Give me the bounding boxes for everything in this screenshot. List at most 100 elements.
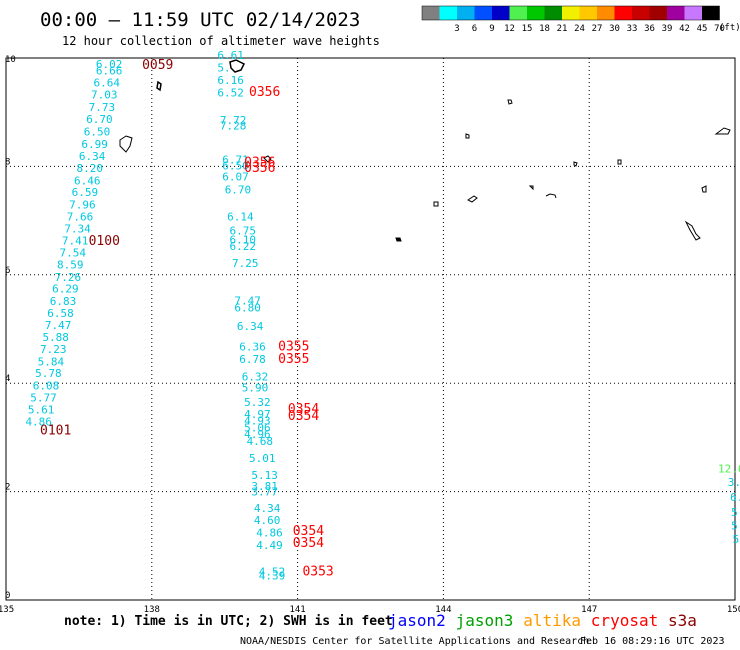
satellite-tracks: 6.026.666.647.037.736.706.506.996.348.20…: [25, 49, 740, 582]
swh-value: 6.59: [72, 186, 99, 199]
y-tick-label: 6: [5, 266, 10, 276]
legend-swatch: [527, 6, 545, 20]
swh-value: 7.34: [64, 223, 91, 236]
swh-value: 6.70: [225, 184, 252, 197]
legend-swatch: [667, 6, 685, 20]
legend-label: 36: [644, 24, 655, 34]
island: [507, 99, 513, 105]
time-label: 0356: [244, 161, 275, 176]
legend-label: 45: [697, 24, 708, 34]
swh-value: 5: [733, 533, 740, 546]
legend-swatch: [509, 6, 527, 20]
legend-swatch: [422, 6, 440, 20]
swh-value: 3.5: [728, 476, 740, 489]
swh-value: 6.16: [217, 74, 244, 87]
legend-swatch: [579, 6, 597, 20]
time-label: 0059: [142, 58, 173, 73]
legend-label: 18: [539, 24, 550, 34]
x-tick-label: 144: [435, 605, 451, 615]
swh-value: 5: [731, 506, 738, 519]
swh-value: 6.36: [239, 341, 266, 354]
swh-value: 4.49: [256, 539, 283, 552]
legend-swatch: [457, 6, 475, 20]
track-c: 12.63.56.555: [718, 463, 740, 546]
satellite-name: jason2: [388, 611, 446, 630]
swh-value: 7.26: [55, 271, 82, 284]
swh-value: 6.22: [230, 240, 257, 253]
time-label: 0354: [293, 524, 324, 539]
x-tick-label: 150: [727, 605, 740, 615]
swh-value: 6.02: [96, 58, 123, 71]
swh-value: 6.52: [217, 86, 244, 99]
x-tick-label: 135: [0, 605, 14, 615]
map-subtitle: 12 hour collection of altimeter wave hei…: [62, 34, 380, 48]
swh-value: 4.52: [259, 566, 286, 579]
island: [156, 80, 162, 92]
swh-value: 6.83: [50, 295, 77, 308]
axis-ticks: 135 138 141 144 147 150 0 2 4 6 8 10: [0, 55, 740, 615]
swh-value: 6.99: [81, 138, 108, 151]
legend-label: 6: [472, 24, 477, 34]
island: [119, 135, 133, 153]
swh-value: 6.29: [52, 283, 79, 296]
y-tick-label: 0: [5, 591, 10, 601]
legend-swatch: [632, 6, 650, 20]
swh-value: 7.66: [67, 211, 94, 224]
swh-value: 7.47: [234, 295, 260, 308]
satellite-name: altika: [523, 611, 581, 630]
swh-value: 5.01: [249, 452, 276, 465]
swh-value: 6.61: [217, 49, 244, 62]
swh-value: 5.61: [28, 404, 55, 417]
swh-value: 6.: [730, 491, 740, 504]
track-a: 6.026.666.647.037.736.706.506.996.348.20…: [25, 58, 173, 439]
time-label: 0100: [89, 234, 120, 249]
swh-value: 5.06: [244, 421, 271, 434]
time-label: 0354: [288, 402, 319, 417]
time-label: 0355: [278, 340, 309, 355]
swh-value: 6.66: [96, 64, 123, 77]
time-label: 0355: [278, 352, 309, 367]
y-tick-label: 2: [5, 483, 10, 493]
swh-value: 5.88: [42, 331, 68, 344]
island: [465, 133, 470, 139]
swh-value: 4.86: [25, 415, 52, 428]
swh-value: 6.10: [230, 233, 257, 246]
legend-label: 39: [662, 24, 673, 34]
swh-value: 5.84: [38, 355, 65, 368]
swh-value: 7.54: [59, 246, 86, 259]
x-tick-label: 138: [144, 605, 160, 615]
swh-value: 3.77: [251, 485, 278, 498]
swh-value: 5.32: [244, 396, 271, 409]
legend-swatch: [684, 6, 702, 20]
satellite-name: s3a: [668, 611, 697, 630]
satellite-legend: jason2 jason3 altika cryosat s3a: [388, 611, 697, 630]
footer-timestamp: Feb 16 08:29:16 UTC 2023: [580, 636, 725, 647]
legend-swatch: [702, 6, 720, 20]
swh-value: 4.34: [254, 502, 281, 515]
swh-value: 6.75: [230, 225, 257, 238]
swh-value: 4.93: [244, 414, 271, 427]
time-label: 0101: [40, 424, 71, 439]
swh-value: 3.81: [251, 480, 278, 493]
legend-label: 9: [489, 24, 494, 34]
time-label: 0353: [302, 565, 333, 580]
swh-value: 4.86: [256, 527, 283, 540]
time-label: 0354: [293, 536, 324, 551]
map-title: 00:00 – 11:59 UTC 02/14/2023: [40, 9, 360, 31]
legend-label: 27: [592, 24, 603, 34]
swh-value: 12.6: [718, 463, 740, 476]
swh-value: 6.50: [222, 160, 249, 173]
swh-value: 7.73: [89, 101, 116, 114]
swh-value: 6.07: [222, 170, 249, 183]
y-tick-label: 10: [5, 55, 16, 65]
footer-credit: NOAA/NESDIS Center for Satellite Applica…: [240, 636, 589, 647]
time-label: 0354: [288, 409, 319, 424]
swh-value: 7.96: [69, 199, 96, 212]
swh-value: 4.60: [254, 514, 280, 527]
y-tick-label: 4: [5, 374, 10, 384]
legend-label: 15: [522, 24, 533, 34]
footer-note: note: 1) Time is in UTC; 2) SWH is in fe…: [64, 614, 393, 629]
lat-lon-grid: [6, 58, 735, 600]
island: [545, 193, 557, 199]
